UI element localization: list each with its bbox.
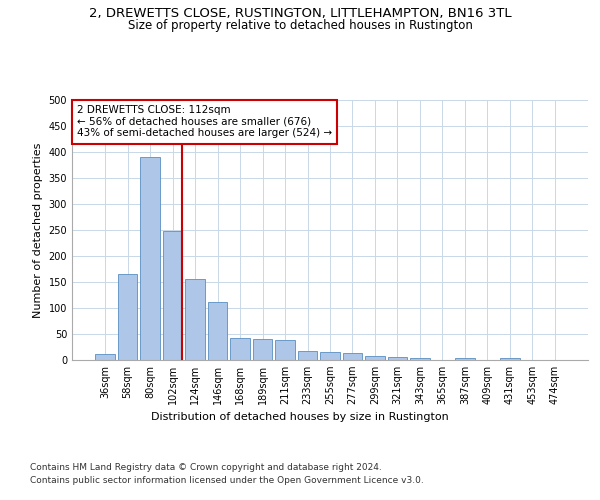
Bar bbox=[343, 353, 362, 360]
Bar bbox=[95, 354, 115, 360]
Bar bbox=[500, 358, 520, 360]
Bar bbox=[455, 358, 475, 360]
Text: 2, DREWETTS CLOSE, RUSTINGTON, LITTLEHAMPTON, BN16 3TL: 2, DREWETTS CLOSE, RUSTINGTON, LITTLEHAM… bbox=[89, 8, 511, 20]
Text: 2 DREWETTS CLOSE: 112sqm
← 56% of detached houses are smaller (676)
43% of semi-: 2 DREWETTS CLOSE: 112sqm ← 56% of detach… bbox=[77, 105, 332, 138]
Bar bbox=[365, 356, 385, 360]
Bar bbox=[185, 280, 205, 360]
Bar bbox=[118, 274, 137, 360]
Bar bbox=[388, 357, 407, 360]
Bar bbox=[298, 350, 317, 360]
Bar bbox=[275, 340, 295, 360]
Bar bbox=[140, 157, 160, 360]
Text: Size of property relative to detached houses in Rustington: Size of property relative to detached ho… bbox=[128, 18, 472, 32]
Text: Distribution of detached houses by size in Rustington: Distribution of detached houses by size … bbox=[151, 412, 449, 422]
Bar bbox=[320, 352, 340, 360]
Bar bbox=[230, 338, 250, 360]
Text: Contains HM Land Registry data © Crown copyright and database right 2024.: Contains HM Land Registry data © Crown c… bbox=[30, 462, 382, 471]
Bar bbox=[253, 339, 272, 360]
Bar bbox=[410, 358, 430, 360]
Y-axis label: Number of detached properties: Number of detached properties bbox=[33, 142, 43, 318]
Bar bbox=[208, 302, 227, 360]
Text: Contains public sector information licensed under the Open Government Licence v3: Contains public sector information licen… bbox=[30, 476, 424, 485]
Bar bbox=[163, 231, 182, 360]
